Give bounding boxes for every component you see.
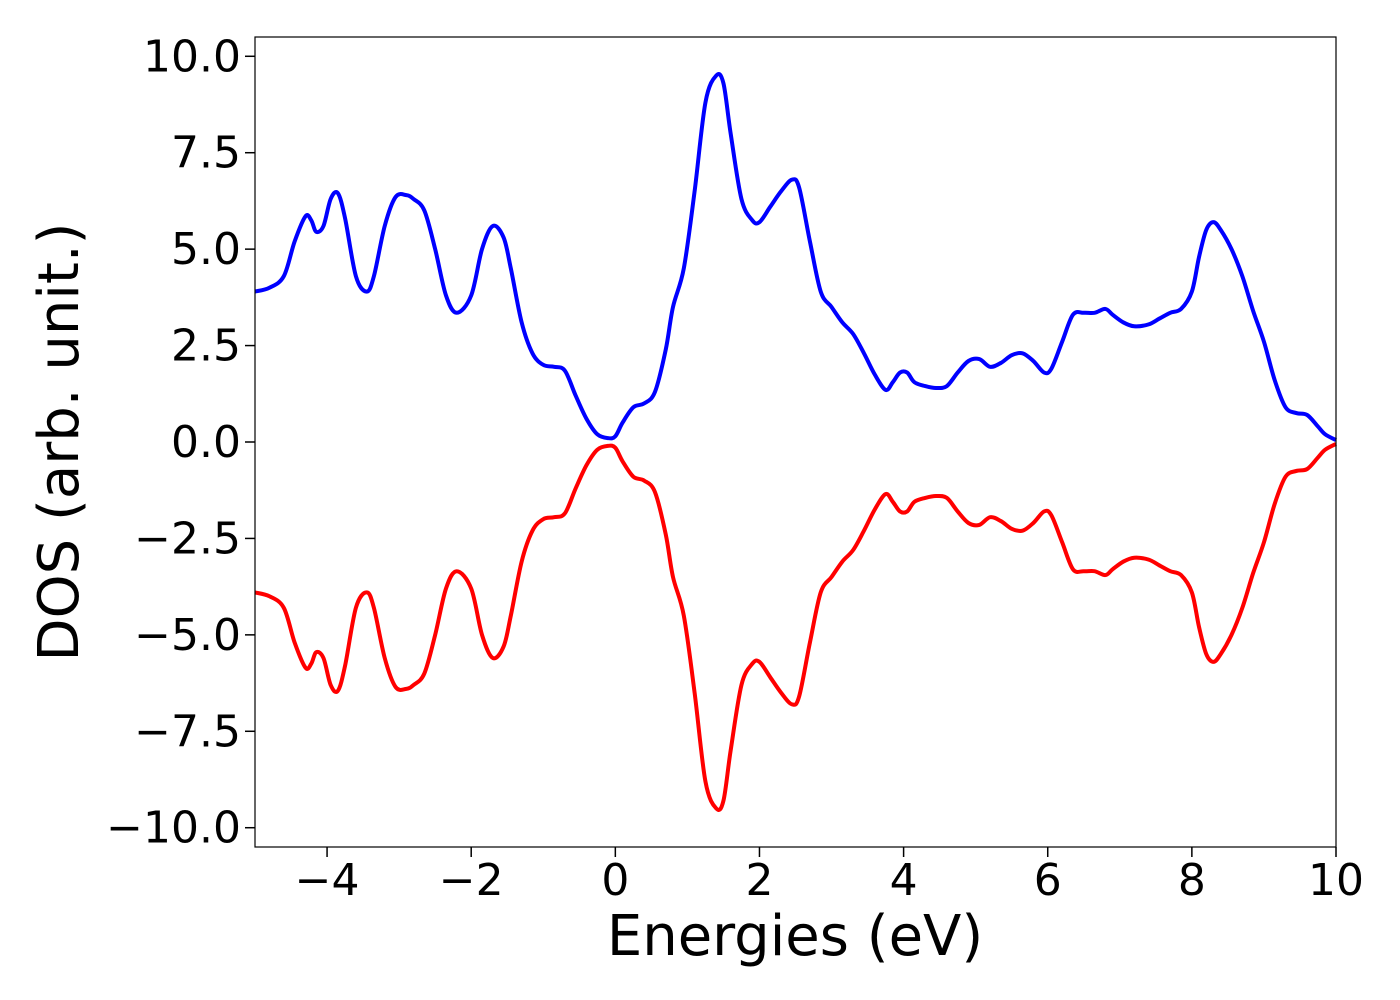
y-tick-label: −5.0 xyxy=(134,610,241,661)
x-tick-label: 4 xyxy=(890,855,918,906)
y-tick-label: 2.5 xyxy=(171,321,241,372)
y-tick-label: 7.5 xyxy=(171,128,241,179)
y-tick-label: −2.5 xyxy=(134,513,241,564)
series-layer xyxy=(254,72,1337,812)
x-tick-label: −4 xyxy=(295,855,360,906)
x-tick-label: 6 xyxy=(1034,855,1062,906)
y-tick-label: 0.0 xyxy=(171,417,241,468)
x-axis-title: Energies (eV) xyxy=(607,904,983,969)
x-tick-label: 10 xyxy=(1308,855,1364,906)
x-tick-label: 2 xyxy=(745,855,773,906)
x-tick-label: 8 xyxy=(1178,855,1206,906)
x-tick-label: 0 xyxy=(601,855,629,906)
ticks-layer: −4 −2 0 2 4 6 8 10 10.0 7.5 5.0 2.5 0.0 −2.5 −5.0 −7.5 −… xyxy=(106,31,1364,906)
y-tick-label: −10.0 xyxy=(106,803,241,854)
plot-frame xyxy=(254,36,1337,848)
y-axis-title: DOS (arb. unit.) xyxy=(27,222,92,661)
y-tick-label: 10.0 xyxy=(143,31,241,82)
series-line-2 xyxy=(254,442,1337,812)
series-line-1 xyxy=(254,72,1337,442)
y-tick-label: 5.0 xyxy=(171,224,241,275)
x-tick-label: −2 xyxy=(439,855,504,906)
y-tick-label: −7.5 xyxy=(134,706,241,757)
